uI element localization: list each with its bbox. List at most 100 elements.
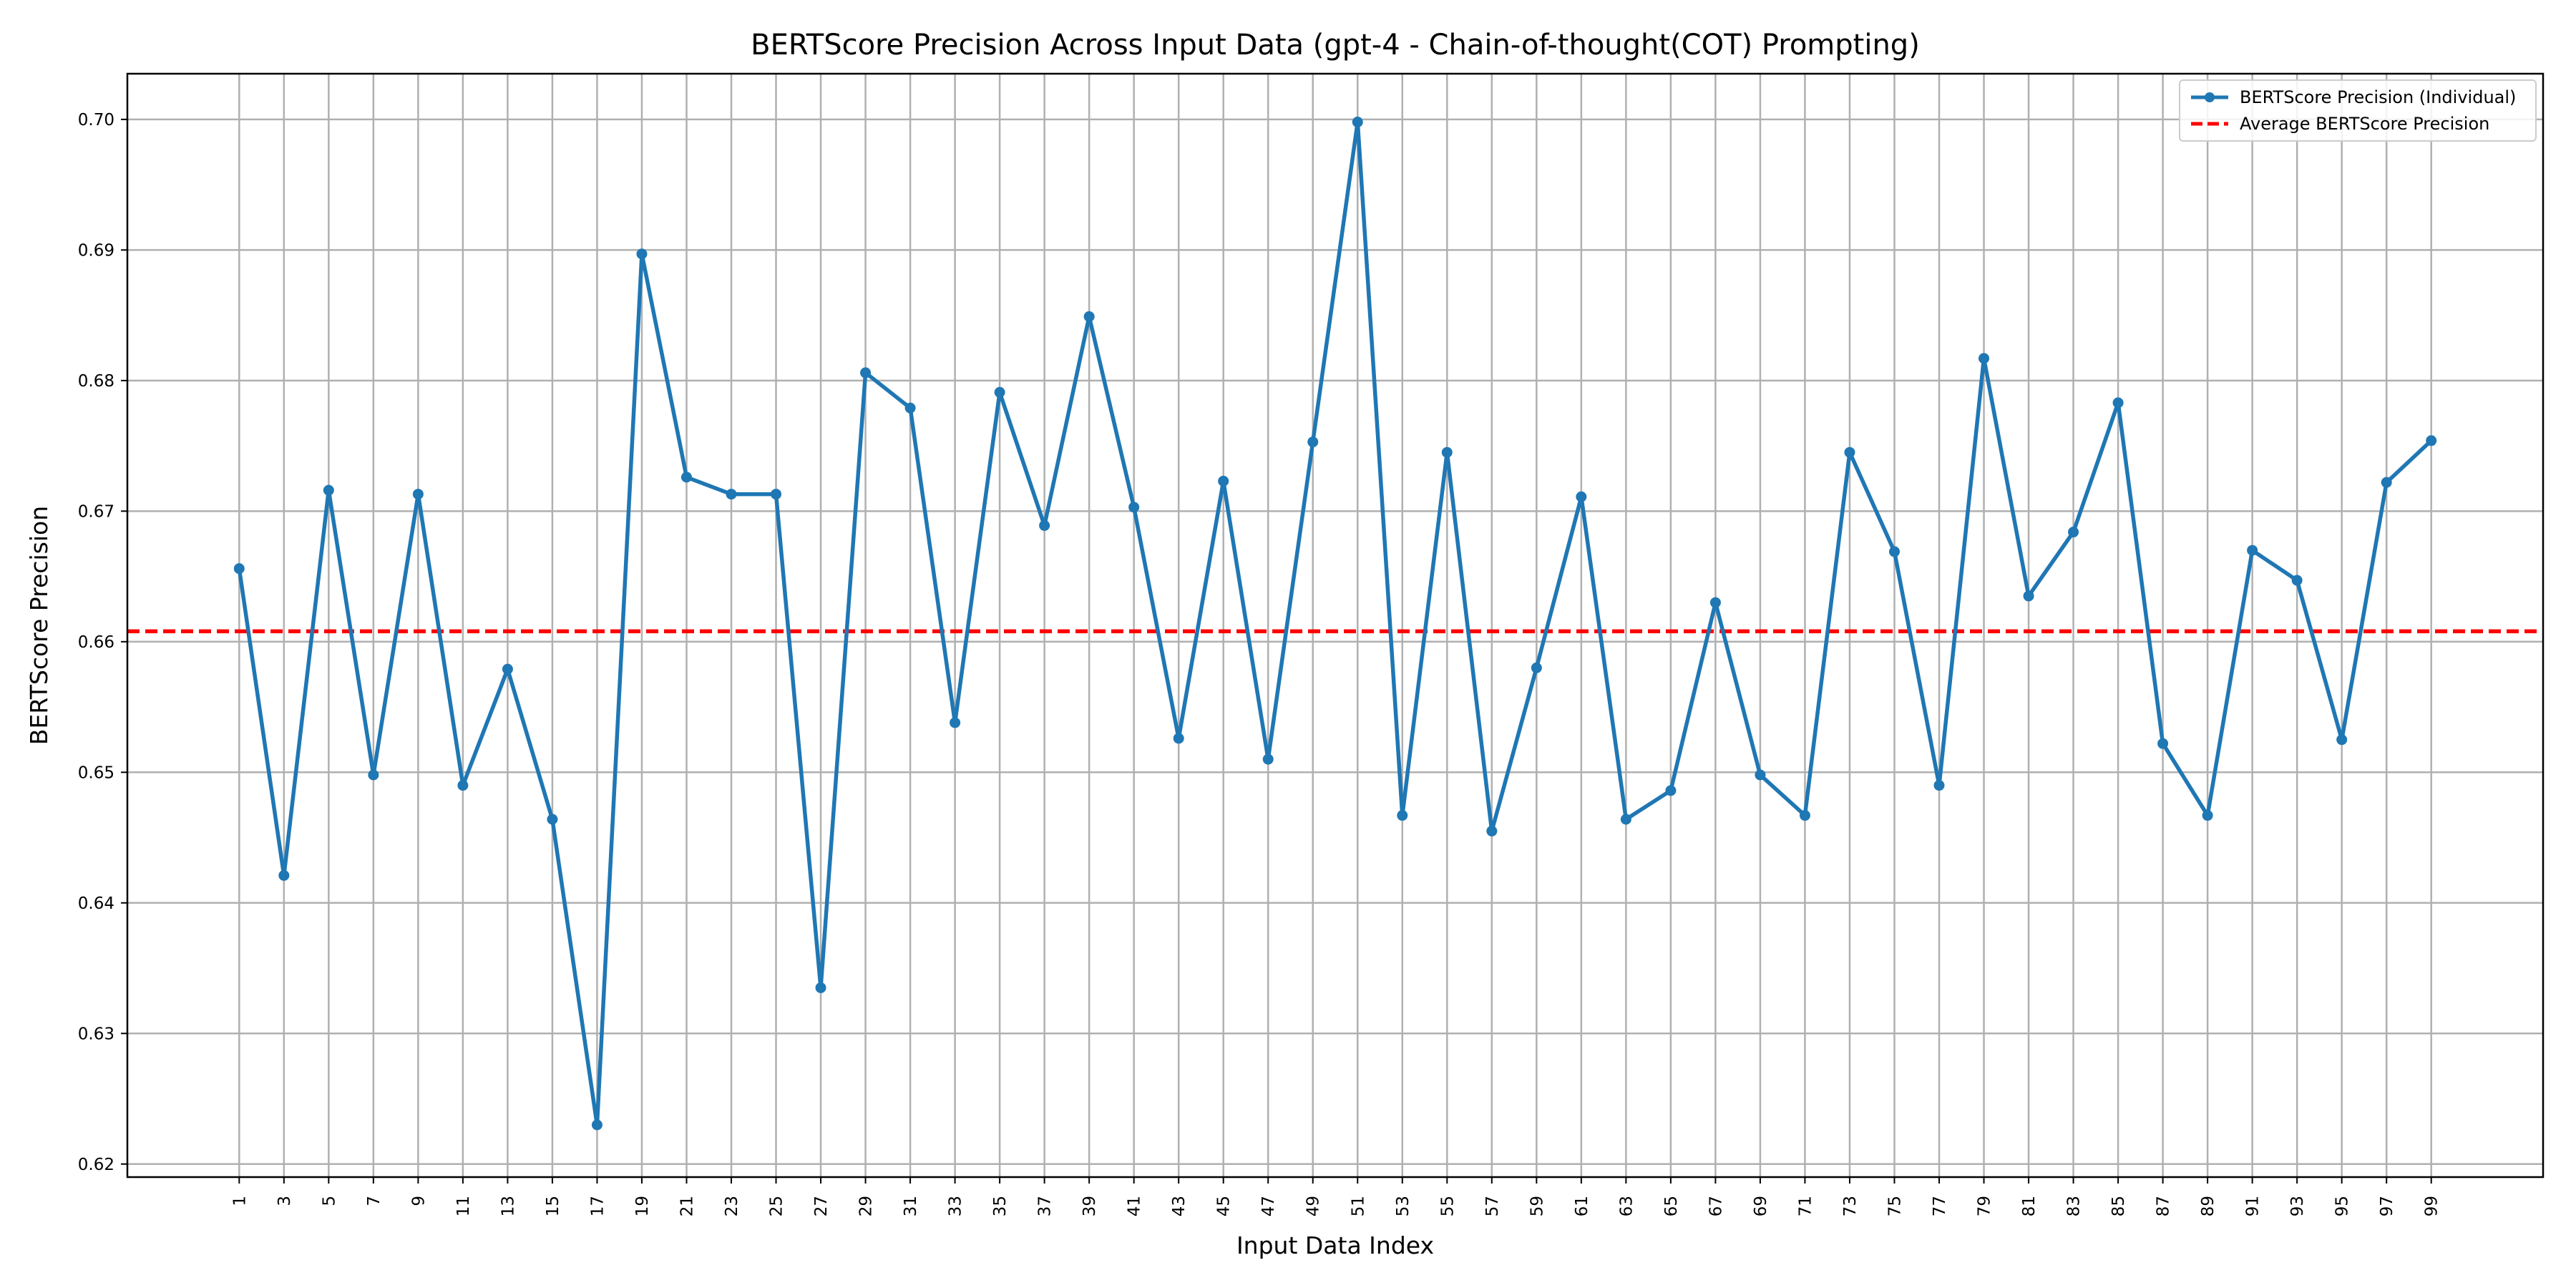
- x-axis-label: Input Data Index: [1236, 1231, 1434, 1259]
- x-tick-label: 63: [1617, 1196, 1636, 1216]
- data-point: [1979, 353, 1990, 364]
- y-tick-label: 0.65: [78, 763, 114, 782]
- x-tick-label: 91: [2244, 1196, 2263, 1216]
- data-point: [2381, 477, 2392, 488]
- data-point: [1441, 447, 1453, 458]
- legend-box: [2179, 79, 2537, 142]
- data-point: [1531, 662, 1542, 673]
- y-tick-label: 0.67: [78, 502, 114, 521]
- data-point: [1799, 810, 1810, 821]
- x-tick-label: 69: [1752, 1196, 1770, 1216]
- data-point: [1039, 519, 1050, 531]
- data-point: [2247, 545, 2258, 556]
- x-tick-label: 3: [275, 1196, 294, 1206]
- x-tick-label: 55: [1438, 1196, 1457, 1216]
- data-point: [1307, 436, 1319, 448]
- y-tick-label: 0.63: [78, 1025, 114, 1043]
- data-point: [1262, 753, 1274, 765]
- data-point: [726, 489, 737, 500]
- x-tick-label: 7: [365, 1196, 384, 1206]
- x-tick-label: 23: [723, 1196, 741, 1216]
- x-tick-label: 39: [1080, 1196, 1099, 1216]
- x-tick-label: 37: [1036, 1196, 1055, 1216]
- data-point: [994, 386, 1005, 398]
- x-tick-label: 85: [2109, 1196, 2128, 1216]
- x-tick-label: 99: [2423, 1196, 2441, 1216]
- x-tick-label: 59: [1528, 1196, 1546, 1216]
- x-tick-label: 51: [1349, 1196, 1367, 1216]
- data-point: [860, 367, 872, 379]
- data-point: [323, 484, 334, 496]
- x-tick-label: 25: [768, 1196, 786, 1216]
- x-tick-label: 71: [1796, 1196, 1815, 1216]
- x-tick-label: 45: [1215, 1196, 1234, 1216]
- x-tick-label: 65: [1662, 1196, 1681, 1216]
- x-tick-label: 87: [2155, 1196, 2173, 1216]
- legend-label-average: Average BERTScore Precision: [2240, 114, 2489, 134]
- x-tick-label: 81: [2020, 1196, 2039, 1216]
- data-point: [1755, 769, 1766, 781]
- x-tick-label: 57: [1483, 1196, 1502, 1216]
- x-tick-label: 1: [230, 1196, 249, 1206]
- x-tick-label: 43: [1170, 1196, 1189, 1216]
- x-tick-label: 17: [588, 1196, 607, 1216]
- chart-title: BERTScore Precision Across Input Data (g…: [751, 29, 1920, 62]
- data-point: [1933, 780, 1945, 791]
- x-tick-label: 89: [2199, 1196, 2218, 1216]
- x-tick-label: 13: [499, 1196, 517, 1216]
- data-point: [2202, 810, 2213, 821]
- legend: BERTScore Precision (Individual) Average…: [2179, 79, 2537, 142]
- data-point: [2112, 397, 2124, 409]
- series-layer: [127, 117, 2543, 1131]
- data-point: [591, 1119, 602, 1131]
- x-tick-label: 77: [1931, 1196, 1949, 1216]
- y-tick-label: 0.64: [78, 894, 114, 913]
- data-point: [636, 248, 648, 260]
- data-point: [1888, 546, 1900, 557]
- data-point: [2068, 527, 2079, 538]
- x-tick-label: 5: [320, 1196, 338, 1206]
- data-point: [904, 402, 916, 414]
- y-axis-label: BERTScore Precision: [25, 506, 53, 745]
- individual-series-line: [237, 119, 2433, 1127]
- x-tick-label: 47: [1259, 1196, 1278, 1216]
- data-point: [2336, 734, 2348, 746]
- data-point: [2023, 590, 2034, 602]
- data-point: [233, 563, 245, 575]
- x-tick-label: 31: [902, 1196, 920, 1216]
- x-tick-label: 11: [454, 1196, 473, 1216]
- y-tick-label: 0.69: [78, 241, 114, 260]
- data-point: [1576, 491, 1587, 502]
- x-tick-label: 27: [812, 1196, 831, 1216]
- data-point: [2291, 575, 2303, 586]
- y-tick-label: 0.68: [78, 372, 114, 391]
- y-tick-label: 0.70: [78, 111, 114, 130]
- axis-ticks: 0.620.630.640.650.660.670.680.690.701 3 5 7…: [78, 111, 2441, 1216]
- data-point: [815, 982, 826, 993]
- data-point: [412, 489, 424, 500]
- data-point: [502, 663, 513, 675]
- data-point: [1844, 447, 1855, 458]
- x-tick-label: 75: [1885, 1196, 1904, 1216]
- x-tick-label: 33: [947, 1196, 965, 1216]
- x-tick-label: 83: [2065, 1196, 2084, 1216]
- y-tick-label: 0.66: [78, 633, 114, 652]
- x-tick-label: 61: [1573, 1196, 1591, 1216]
- x-tick-label: 35: [991, 1196, 1010, 1216]
- legend-marker-individual: [2205, 92, 2215, 102]
- x-tick-label: 73: [1841, 1196, 1860, 1216]
- data-point: [1083, 311, 1095, 322]
- data-point: [547, 814, 558, 825]
- x-tick-label: 49: [1304, 1196, 1323, 1216]
- data-point: [457, 780, 469, 791]
- data-point: [771, 489, 782, 500]
- x-tick-label: 53: [1394, 1196, 1413, 1216]
- data-point: [1620, 814, 1631, 825]
- x-tick-label: 9: [409, 1196, 428, 1206]
- data-point: [1665, 785, 1677, 796]
- data-point: [680, 472, 692, 483]
- x-tick-label: 97: [2378, 1196, 2396, 1216]
- data-point: [368, 769, 379, 781]
